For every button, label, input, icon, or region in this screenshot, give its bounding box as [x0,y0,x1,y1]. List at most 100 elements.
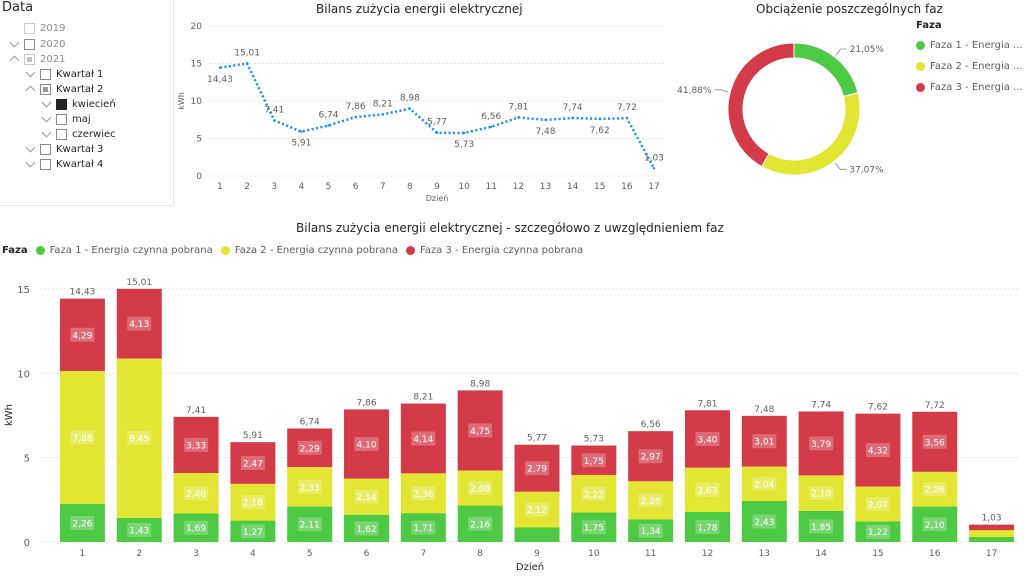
checkbox[interactable] [56,113,67,125]
bar-legend: Faza Faza 1 - Energia czynna pobrana Faz… [2,245,591,256]
legend-item-faza-2[interactable]: Faza 2 - Energia ... [916,56,1024,77]
data-label-bg [809,486,834,501]
chevron-down-icon[interactable] [24,158,38,170]
bar-segment [798,475,844,511]
data-point [462,131,466,135]
data-label: 7,41 [264,105,284,115]
donut-chart-title: Obciążenie poszczególnych faz [756,2,943,16]
data-label: 21,05% [850,45,885,55]
data-label: 3,56 [925,438,945,448]
slicer-item-maj[interactable]: maj [40,111,91,127]
y-tick-label: 5 [24,454,30,465]
data-point [435,131,439,134]
slicer-item-kwartal-4[interactable]: Kwartał 4 [24,156,103,172]
slicer-item-2020[interactable]: 2020 [8,36,65,52]
data-label-bg [70,327,95,342]
chevron-down-icon[interactable] [40,113,54,125]
donut-legend: Faza Faza 1 - Energia ... Faza 2 - Energ… [916,20,1024,98]
chevron-down-icon[interactable] [24,143,38,155]
bar-segment [798,411,844,476]
data-label-bg [468,516,493,531]
chevron-down-icon[interactable] [40,98,54,110]
chevron-down-icon[interactable] [40,128,54,140]
data-label: 1,85 [811,523,831,533]
slicer-item-kwartal-3[interactable]: Kwartał 3 [24,141,103,157]
legend-label: Faza 3 - Energia czynna pobrana [419,245,584,256]
slicer-item-kwiecien[interactable]: kwiecień [40,96,116,112]
checkbox[interactable] [40,68,51,80]
donut-slice [761,92,861,176]
slicer-item-2021[interactable]: 2021 [8,51,65,67]
bar-segment [230,520,276,542]
data-label: 2,97 [641,453,661,463]
checkbox[interactable] [40,143,51,155]
x-tick-label: 5 [326,182,332,192]
data-label-bg [865,496,890,511]
checkbox[interactable] [56,98,67,110]
data-label: 4,29 [72,331,92,341]
data-label: 2,22 [584,490,604,500]
legend-item-faza-1[interactable]: Faza 1 - Energia czynna pobrana [35,245,213,256]
bar-segment [116,358,162,518]
x-tick-label: 4 [250,549,256,559]
checkbox[interactable] [40,158,51,170]
data-label: 2,63 [697,486,717,496]
data-label: 4,13 [129,320,149,330]
legend-item-faza-3[interactable]: Faza 3 - Energia ... [916,77,1024,98]
legend-dot [35,246,45,255]
slicer-item-czerwiec[interactable]: czerwiec [40,126,116,142]
data-label: 2,26 [72,519,92,529]
legend-label: Faza 3 - Energia ... [930,82,1023,93]
y-axis-title: kWh [177,92,186,110]
total-label: 7,41 [186,406,206,416]
checkbox[interactable] [24,22,35,34]
legend-item-faza-2[interactable]: Faza 2 - Energia czynna pobrana [220,245,398,256]
bar-segment [571,512,617,542]
checkbox[interactable] [24,53,35,65]
x-tick-label: 1 [80,549,86,559]
legend-item-faza-1[interactable]: Faza 1 - Energia ... [916,35,1024,56]
chevron-down-icon[interactable] [8,38,22,50]
slicer-item-kwartal-1[interactable]: Kwartał 1 [24,66,103,82]
data-label-bg [865,524,890,539]
total-label: 7,74 [811,400,831,410]
data-label: 6,74 [318,110,338,120]
bar-segment [287,506,333,542]
data-label: 15,01 [234,48,260,58]
checkbox[interactable] [40,83,51,95]
data-label-bg [581,453,606,468]
chevron-up-icon[interactable] [24,83,38,95]
data-label-bg [240,524,265,539]
chevron-down-icon[interactable] [24,68,38,80]
total-label: 6,56 [641,420,661,430]
bar-segment [514,527,560,542]
legend-dot [405,246,415,255]
data-label: 1,22 [868,528,888,538]
x-tick-label: 12 [702,549,713,559]
legend-label: Faza 1 - Energia czynna pobrana [49,245,213,256]
data-label: 2,10 [811,490,831,500]
data-label: 7,86 [346,102,366,112]
data-label-bg [809,519,834,534]
slicer-item-2019[interactable]: 2019 [8,20,65,36]
data-label: 8,21 [373,99,393,109]
bar-segment [628,481,674,520]
bar-segment [344,409,390,479]
data-label-bg [581,486,606,501]
checkbox[interactable] [24,38,35,50]
x-tick-label: 16 [621,182,633,192]
bar-segment [116,517,162,542]
data-label-bg [525,461,549,476]
slicer-item-kwartal-2[interactable]: Kwartał 2 [24,81,103,97]
data-label-bg [922,517,947,532]
legend-item-faza-3[interactable]: Faza 3 - Energia czynna pobrana [405,245,584,256]
data-label-bg [184,437,209,452]
total-label: 8,98 [470,379,490,389]
x-tick-label: 10 [588,549,600,559]
chevron-up-icon[interactable] [8,53,22,65]
legend-dot [916,83,925,92]
bar-segment [684,467,730,512]
data-label: 2,07 [868,500,888,510]
checkbox[interactable] [56,128,67,140]
total-label: 5,91 [243,431,263,441]
